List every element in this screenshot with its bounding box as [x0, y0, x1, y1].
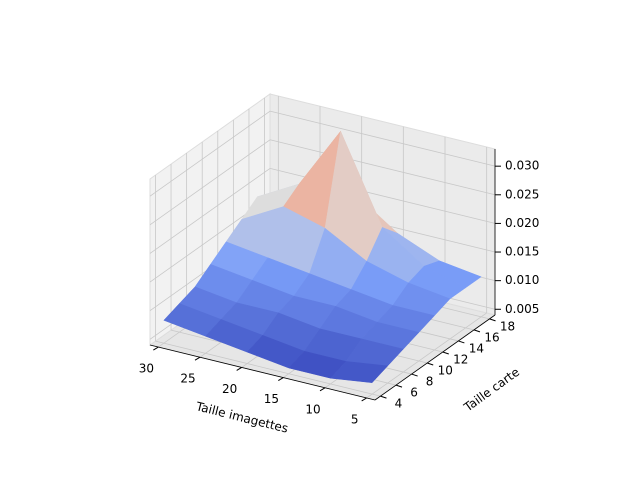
surface-patch — [329, 361, 389, 383]
y-tick — [380, 395, 387, 399]
x-tick-label: 30 — [139, 362, 154, 376]
z-tick-label: 0.030 — [505, 159, 539, 173]
axis-line — [374, 314, 496, 401]
x-tick-label: 10 — [305, 402, 320, 416]
y-tick-label: 6 — [410, 386, 418, 400]
z-tick-label: 0.020 — [505, 216, 539, 230]
x-tick — [361, 397, 367, 402]
y-tick — [458, 340, 465, 344]
y-tick-label: 4 — [395, 397, 403, 411]
y-tick — [411, 373, 418, 377]
y-tick-label: 14 — [469, 341, 484, 355]
y-tick — [473, 329, 481, 333]
y-tick — [489, 318, 496, 322]
y-tick-label: 12 — [453, 352, 468, 366]
y-tick — [442, 351, 449, 355]
x-tick — [194, 356, 201, 361]
grid-line — [269, 110, 496, 167]
y-tick-label: 8 — [426, 375, 434, 389]
x-tick — [236, 366, 242, 371]
z-tick-label: 0.025 — [505, 187, 539, 201]
z-tick-label: 0.015 — [505, 245, 539, 259]
y-tick-label: 16 — [484, 330, 499, 344]
y-axis-label: Taille carte — [461, 365, 523, 415]
grid-line — [269, 139, 496, 196]
grid-line — [366, 312, 487, 399]
grid-line — [155, 340, 381, 397]
y-tick-label: 18 — [500, 319, 515, 333]
y-tick — [427, 362, 434, 366]
grid-line — [149, 110, 271, 197]
x-tick-label: 5 — [351, 412, 359, 426]
grid-line — [149, 139, 271, 226]
x-tick — [319, 387, 326, 392]
x-tick-label: 25 — [180, 372, 195, 386]
x-tick — [153, 346, 159, 351]
x-tick-label: 15 — [264, 392, 279, 406]
y-tick — [395, 384, 403, 388]
x-tick — [278, 377, 284, 382]
grid-line — [149, 168, 271, 254]
z-tick-label: 0.005 — [505, 302, 539, 316]
axis-line — [149, 344, 376, 401]
y-tick-label: 10 — [438, 364, 453, 378]
z-tick-label: 0.010 — [505, 273, 539, 287]
x-tick-label: 20 — [222, 382, 237, 396]
